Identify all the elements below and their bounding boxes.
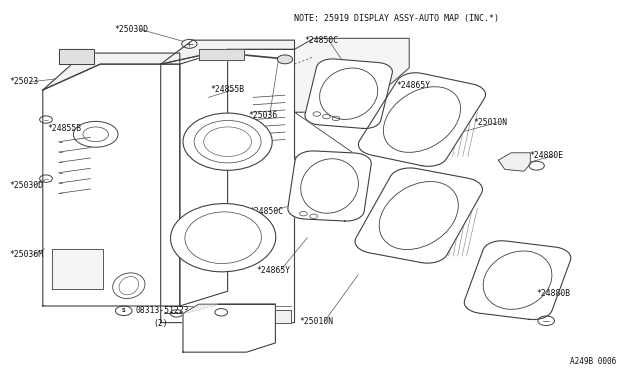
Text: *24855B: *24855B — [47, 124, 81, 133]
Text: *25010N: *25010N — [300, 317, 333, 326]
Text: 08313-51223: 08313-51223 — [135, 306, 189, 315]
Polygon shape — [189, 310, 291, 323]
Polygon shape — [183, 304, 275, 313]
Polygon shape — [288, 151, 371, 221]
Ellipse shape — [183, 113, 272, 170]
Text: (2): (2) — [153, 319, 168, 328]
Text: *24865Y: *24865Y — [396, 81, 431, 90]
Polygon shape — [52, 249, 103, 289]
Text: *24855B: *24855B — [211, 85, 244, 94]
Polygon shape — [43, 64, 180, 306]
Circle shape — [277, 55, 292, 64]
Text: S: S — [122, 308, 125, 313]
Text: *25030D: *25030D — [115, 25, 149, 33]
Polygon shape — [355, 168, 483, 263]
Text: A249B 0006: A249B 0006 — [570, 357, 616, 366]
Text: *25030D: *25030D — [9, 181, 43, 190]
Polygon shape — [180, 49, 228, 306]
Text: *24850C: *24850C — [250, 206, 284, 216]
Text: *24880B: *24880B — [537, 289, 571, 298]
Text: *25036: *25036 — [248, 110, 278, 120]
Polygon shape — [358, 73, 486, 166]
Polygon shape — [43, 53, 180, 90]
Ellipse shape — [170, 203, 276, 272]
Polygon shape — [161, 40, 294, 64]
Text: NOTE: 25919 DISPLAY ASSY-AUTO MAP (INC.*): NOTE: 25919 DISPLAY ASSY-AUTO MAP (INC.*… — [294, 13, 499, 22]
Polygon shape — [464, 241, 571, 320]
Text: *25023: *25023 — [9, 77, 38, 86]
Text: *24865Y: *24865Y — [256, 266, 291, 275]
Text: *24880E: *24880E — [529, 151, 563, 160]
Polygon shape — [59, 49, 94, 64]
Text: *25010N: *25010N — [473, 118, 507, 127]
Polygon shape — [294, 38, 409, 112]
Polygon shape — [499, 153, 531, 171]
Text: *25036M: *25036M — [9, 250, 43, 259]
Polygon shape — [305, 59, 392, 128]
Polygon shape — [199, 49, 244, 61]
Polygon shape — [161, 49, 294, 323]
Polygon shape — [183, 304, 275, 352]
Text: *24850C: *24850C — [304, 36, 338, 45]
